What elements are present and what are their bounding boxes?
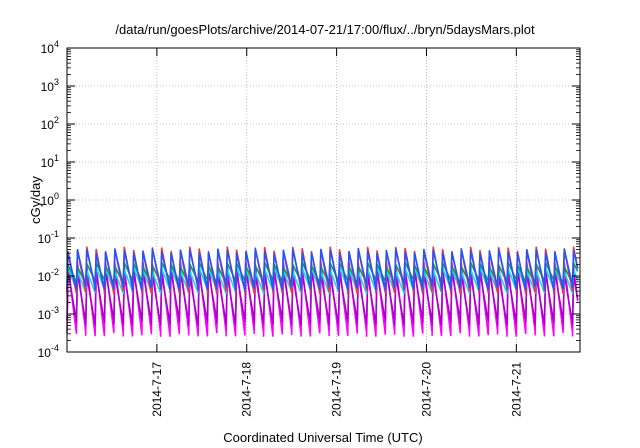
y-tick-label: 10-4 [38,343,59,360]
y-tick-label: 10-3 [38,305,59,322]
y-tick-label: 104 [41,39,59,56]
x-tick-label: 2014-7-18 [240,362,254,417]
y-tick-label: 100 [41,191,59,208]
x-tick-label: 2014-7-17 [150,362,164,417]
y-axis: 10-4 10-3 10-2 10-1 100 101 102 103 104 [38,39,580,360]
x-axis: 2014-7-17 2014-7-18 2014-7-19 2014-7-20 2014… [150,48,523,417]
x-tick-label: 2014-7-19 [330,362,344,417]
y-tick-label: 103 [41,77,59,94]
x-tick-label: 2014-7-20 [419,362,433,417]
y-tick-label: 101 [41,153,59,170]
y-axis-label: cGy/day [28,176,43,224]
series-group [66,246,579,337]
y-tick-label: 102 [41,115,59,132]
x-axis-label: Coordinated Universal Time (UTC) [223,430,422,445]
y-tick-label: 10-2 [38,267,59,284]
series-line [66,248,579,291]
chart-title: /data/run/goesPlots/archive/2014-07-21/1… [115,22,535,37]
y-tick-label: 10-1 [38,229,59,246]
x-tick-label: 2014-7-21 [509,362,523,417]
